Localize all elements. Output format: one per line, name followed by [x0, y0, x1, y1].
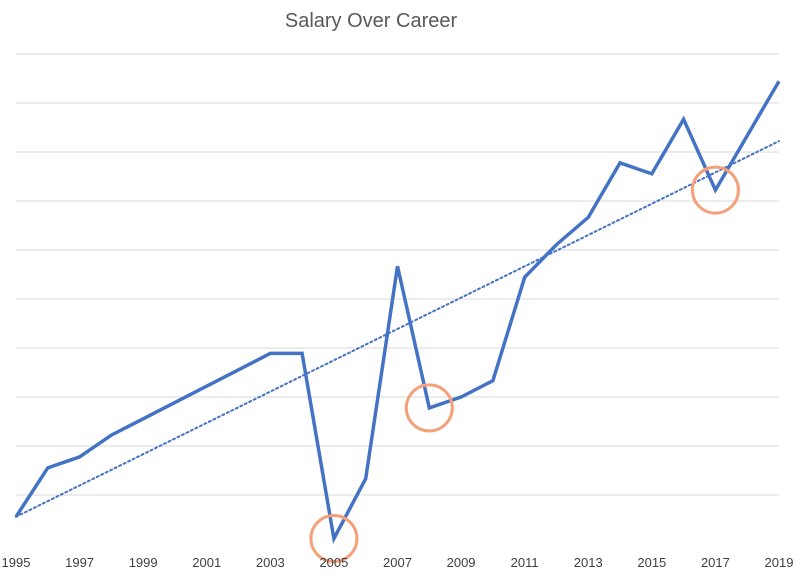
x-tick-label: 2001	[192, 555, 221, 570]
data-point	[141, 417, 145, 421]
data-point	[650, 172, 654, 176]
data-point	[618, 161, 622, 165]
data-point	[268, 351, 272, 355]
x-tick-label: 2017	[701, 555, 730, 570]
x-tick-label: 2013	[574, 555, 603, 570]
highlight-circle	[309, 514, 359, 564]
x-tick-label: 2007	[383, 555, 412, 570]
series-line	[14, 80, 781, 544]
data-point	[332, 537, 336, 541]
data-point	[46, 466, 50, 470]
data-point	[523, 275, 527, 279]
data-point	[554, 243, 558, 247]
data-point	[78, 455, 82, 459]
x-tick-label: 2019	[765, 555, 794, 570]
highlight-group	[309, 165, 740, 564]
data-point	[491, 379, 495, 383]
x-tick-label: 1999	[129, 555, 158, 570]
gridlines	[16, 53, 779, 496]
x-axis-ticks: 1995 1997 1999 2001 2003 2005 2007 2009 2011 2013…	[2, 555, 794, 570]
data-point	[173, 400, 177, 404]
x-tick-label: 2015	[637, 555, 666, 570]
x-tick-label: 2011	[511, 555, 539, 570]
data-point	[745, 134, 749, 138]
data-point	[205, 384, 209, 388]
x-tick-label: 2003	[256, 555, 285, 570]
data-point	[364, 477, 368, 481]
data-point	[777, 79, 781, 83]
chart-title: Salary Over Career	[285, 10, 458, 32]
highlight-circle	[690, 165, 740, 215]
data-point	[14, 515, 18, 519]
trendline-group	[15, 140, 780, 518]
data-point	[713, 188, 717, 192]
data-point	[237, 368, 241, 372]
x-tick-label: 1997	[65, 555, 94, 570]
data-point	[459, 395, 463, 399]
series-group	[14, 79, 781, 544]
data-point	[396, 264, 400, 268]
x-tick-label: 2009	[447, 555, 476, 570]
data-point	[427, 406, 431, 410]
data-point	[300, 351, 304, 355]
data-point	[586, 215, 590, 219]
data-point	[109, 433, 113, 437]
x-tick-label: 2005	[319, 555, 348, 570]
x-tick-label: 1995	[2, 555, 31, 570]
trendline	[15, 140, 780, 518]
highlight-circle	[404, 383, 454, 433]
data-point	[682, 117, 686, 121]
